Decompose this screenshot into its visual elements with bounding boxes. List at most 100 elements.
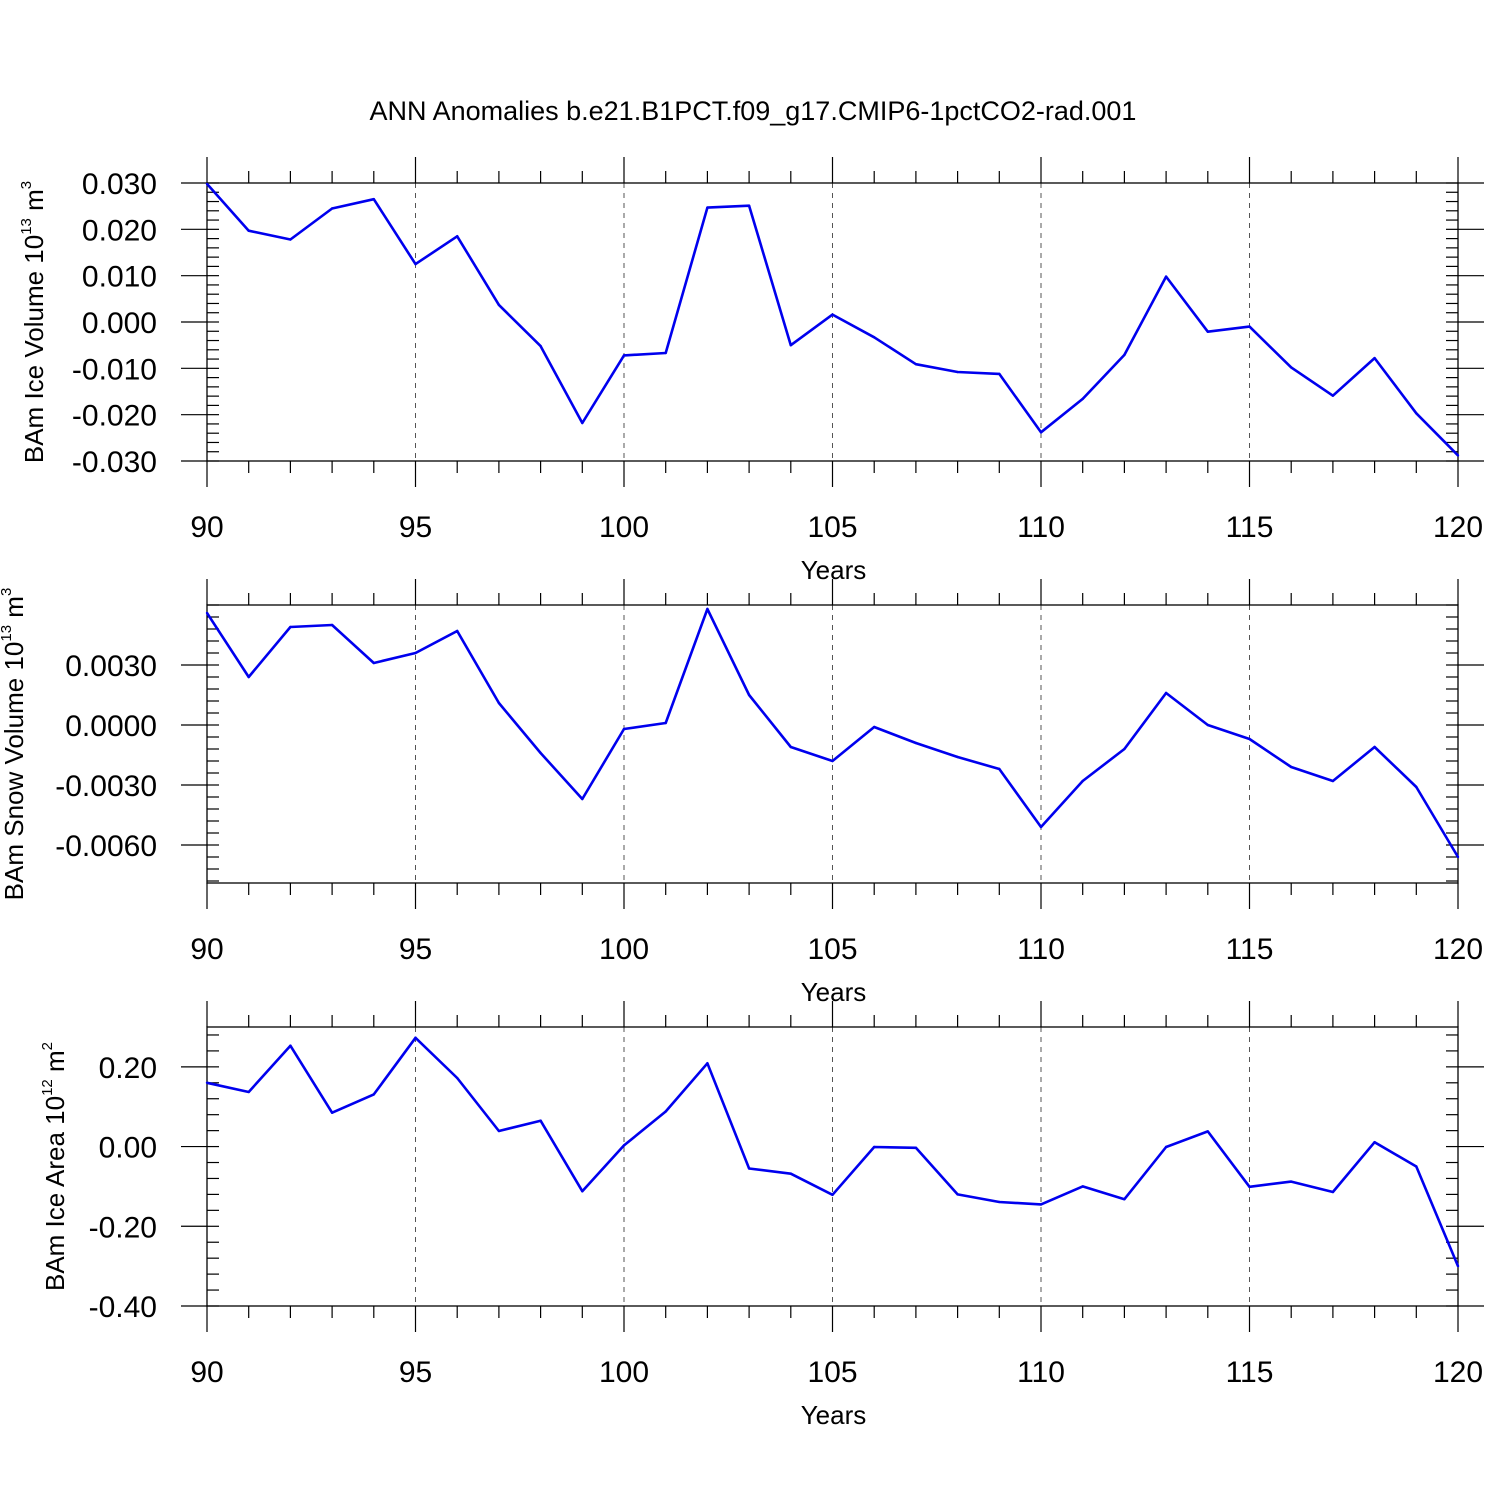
data-point: [914, 741, 918, 745]
chart-title: ANN Anomalies b.e21.B1PCT.f09_g17.CMIP6-…: [370, 96, 1137, 126]
data-point: [456, 235, 459, 238]
data-point: [1206, 1130, 1210, 1133]
x-tick-label: 90: [190, 1356, 223, 1389]
plot-frame: [206, 1026, 1459, 1307]
y-axis-label-text: BAm Ice Area 10: [40, 1096, 70, 1291]
x-axis-label: Years: [801, 1400, 867, 1430]
x-tick-label: 95: [399, 933, 432, 966]
data-point: [330, 623, 334, 627]
y-axis-label-unit: m: [0, 596, 29, 625]
data-point: [1206, 723, 1210, 727]
data-point: [914, 362, 918, 366]
data-point: [289, 625, 292, 629]
data-point: [956, 370, 959, 374]
data-point: [1164, 691, 1168, 695]
data-point: [956, 755, 959, 759]
x-tick-label: 120: [1433, 1356, 1483, 1389]
x-tick-label: 100: [599, 511, 649, 544]
data-point: [622, 727, 626, 731]
x-tick-label: 120: [1433, 933, 1483, 966]
data-point: [873, 725, 876, 729]
y-axis-label: BAm Snow Volume 1013 m3: [0, 588, 29, 901]
data-point: [330, 207, 334, 210]
data-point: [289, 238, 292, 241]
data-point: [873, 336, 876, 339]
data-point: [873, 1145, 876, 1149]
data-point: [1081, 397, 1084, 401]
chart-panels: 0.030 0.020 0.010 0.000 -0.010 -0.020 -0.030 90…: [0, 157, 1484, 1430]
data-point: [706, 1062, 709, 1065]
y-tick-label: -0.0030: [55, 770, 157, 803]
y-tick-label: 0.020: [82, 214, 157, 247]
data-point: [914, 1146, 918, 1149]
y-tick-label: 0.0000: [65, 710, 157, 743]
data-point: [205, 182, 209, 186]
data-point: [1415, 785, 1418, 789]
data-point: [998, 767, 1001, 771]
data-point: [789, 745, 792, 749]
data-point: [1331, 1190, 1335, 1194]
data-point: [664, 1110, 667, 1113]
data-point: [414, 262, 417, 266]
data-point: [622, 1144, 626, 1147]
y-axis-label-text: BAm Ice Volume 10: [19, 235, 49, 463]
data-point: [539, 751, 542, 755]
plot-frame: [206, 604, 1459, 884]
y-axis-label-exponent: 13: [18, 218, 35, 235]
y-tick-label: 0.030: [82, 168, 157, 201]
data-point: [247, 229, 250, 232]
data-point: [1331, 779, 1335, 783]
data-point: [1039, 1203, 1043, 1206]
data-point: [247, 1090, 250, 1094]
x-tick-label: 105: [807, 511, 857, 544]
data-point: [1373, 745, 1376, 749]
x-tick-label: 105: [807, 1356, 857, 1389]
x-tick-label: 105: [807, 933, 857, 966]
data-point: [1248, 737, 1251, 741]
data-point: [205, 1081, 209, 1085]
data-point: [497, 701, 501, 705]
y-axis-label-unit-exponent: 2: [39, 1042, 56, 1050]
data-point: [539, 1119, 542, 1122]
y-axis-label: BAm Ice Area 1012 m2: [39, 1042, 70, 1291]
x-tick-label: 110: [1017, 511, 1065, 544]
y-tick-label: -0.0060: [55, 830, 157, 863]
x-tick-label: 95: [399, 511, 432, 544]
data-point: [1456, 454, 1460, 457]
data-point: [747, 693, 751, 697]
y-tick-label: 0.010: [82, 261, 157, 294]
data-point: [1039, 825, 1043, 829]
data-point: [998, 1200, 1001, 1204]
data-point: [372, 1093, 375, 1096]
data-point: [1456, 1264, 1460, 1268]
data-point: [789, 343, 792, 347]
x-tick-label: 115: [1226, 933, 1274, 966]
y-axis-label-exponent: 12: [39, 1079, 56, 1096]
data-point: [1123, 353, 1126, 357]
x-tick-label: 100: [599, 933, 649, 966]
data-point: [1123, 747, 1126, 751]
y-axis-label-exponent: 13: [0, 625, 15, 642]
x-tick-label: 100: [599, 1356, 649, 1389]
data-point: [706, 206, 709, 209]
data-point: [1123, 1197, 1126, 1201]
y-tick-label: 0.00: [99, 1132, 157, 1165]
data-point: [956, 1193, 959, 1196]
data-point: [1039, 431, 1043, 434]
y-axis-label-unit: m: [40, 1050, 70, 1079]
data-point: [1290, 765, 1293, 769]
y-tick-label: -0.40: [89, 1291, 157, 1324]
data-point: [1206, 330, 1210, 333]
data-point: [456, 629, 459, 633]
y-tick-label: -0.030: [72, 446, 157, 479]
x-tick-label: 95: [399, 1356, 432, 1389]
y-tick-label: 0.20: [99, 1052, 157, 1085]
y-axis-label-unit: m: [19, 189, 49, 218]
y-axis-label-unit-exponent: 3: [0, 588, 15, 596]
y-tick-label: -0.020: [72, 400, 157, 433]
data-point: [581, 421, 584, 425]
data-point: [372, 198, 375, 201]
x-tick-label: 120: [1433, 511, 1483, 544]
data-point: [747, 204, 751, 207]
